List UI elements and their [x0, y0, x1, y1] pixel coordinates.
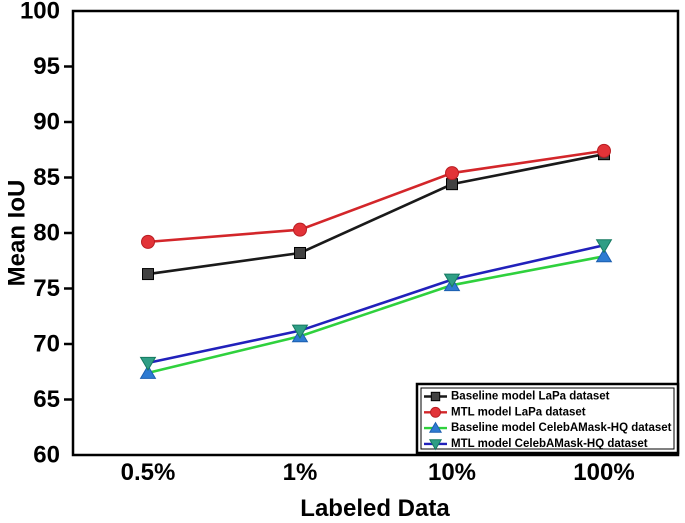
y-axis-ticks: 60 65 70 75 80 85 90 95 100 [20, 0, 72, 469]
series-line-baseline-celebamask-hq [146, 255, 606, 375]
y-tick-label-75: 75 [33, 275, 60, 302]
marker-baseline-lapa-10% [446, 178, 458, 191]
plot-frame [71, 9, 680, 457]
x-axis-tick-labels: 0.5% 1% 10% 100% [121, 459, 635, 486]
y-tick-label-70: 70 [33, 331, 60, 358]
legend-marker-baseline-lapa [430, 391, 441, 402]
legend-marker-baseline-celebamask-hq [428, 421, 443, 433]
legend-label-baseline-lapa: Baseline model LaPa dataset [451, 391, 610, 403]
legend-row-baseline-lapa: Baseline model LaPa dataset [424, 391, 610, 403]
y-tick-label-65: 65 [33, 386, 60, 413]
data-series [139, 143, 613, 379]
legend-row-mtl-celebamask-hq: MTL model CelebAMask-HQ dataset [424, 438, 648, 451]
marker-mtl-celebamask-hq-10% [443, 273, 461, 288]
legend-label-baseline-celebamask-hq: Baseline model CelebAMask-HQ dataset [451, 422, 672, 434]
x-tick-label-10%: 10% [428, 459, 476, 486]
legend-marker-mtl-lapa [430, 406, 441, 418]
marker-mtl-celebamask-hq-100% [595, 239, 613, 254]
legend-inner-box [420, 387, 675, 450]
x-tick-label-0.5%: 0.5% [121, 459, 176, 486]
marker-baseline-celebamask-hq-0.5% [139, 364, 157, 379]
legend-row-mtl-lapa: MTL model LaPa dataset [424, 406, 586, 418]
legend-marker-mtl-celebamask-hq [428, 439, 443, 451]
marker-mtl-celebamask-hq-1% [291, 324, 309, 339]
series-line-baseline-lapa [146, 152, 606, 276]
y-axis-title: Mean IoU [4, 180, 31, 287]
series-line-mtl-celebamask-hq [146, 243, 606, 365]
marker-mtl-lapa-1% [293, 222, 307, 237]
x-tick-label-100%: 100% [573, 459, 634, 486]
marker-mtl-celebamask-hq-0.5% [139, 356, 157, 372]
marker-baseline-lapa-1% [294, 246, 306, 259]
x-tick-label-1%: 1% [283, 459, 318, 486]
y-tick-label-100: 100 [20, 0, 60, 25]
y-tick-label-80: 80 [33, 220, 60, 247]
series-line-mtl-lapa [146, 149, 606, 244]
y-tick-label-90: 90 [33, 109, 60, 136]
marker-mtl-lapa-0.5% [141, 234, 155, 249]
legend-row-baseline-celebamask-hq: Baseline model CelebAMask-HQ dataset [424, 421, 672, 434]
x-axis-title: Labeled Data [300, 495, 450, 522]
y-tick-label-60: 60 [33, 442, 60, 469]
y-tick-label-95: 95 [33, 53, 60, 80]
legend-label-mtl-lapa: MTL model LaPa dataset [451, 406, 586, 418]
marker-baseline-lapa-0.5% [142, 268, 154, 281]
y-tick-label-85: 85 [33, 164, 60, 191]
marker-baseline-celebamask-hq-100% [595, 248, 613, 263]
plot-frame-border [71, 9, 680, 457]
legend-box [415, 382, 680, 455]
legend: Baseline model LaPa dataset MTL model LaP… [415, 382, 680, 455]
marker-mtl-lapa-10% [445, 166, 459, 181]
legend-label-mtl-celebamask-hq: MTL model CelebAMask-HQ dataset [451, 438, 648, 450]
marker-mtl-lapa-100% [597, 143, 611, 158]
